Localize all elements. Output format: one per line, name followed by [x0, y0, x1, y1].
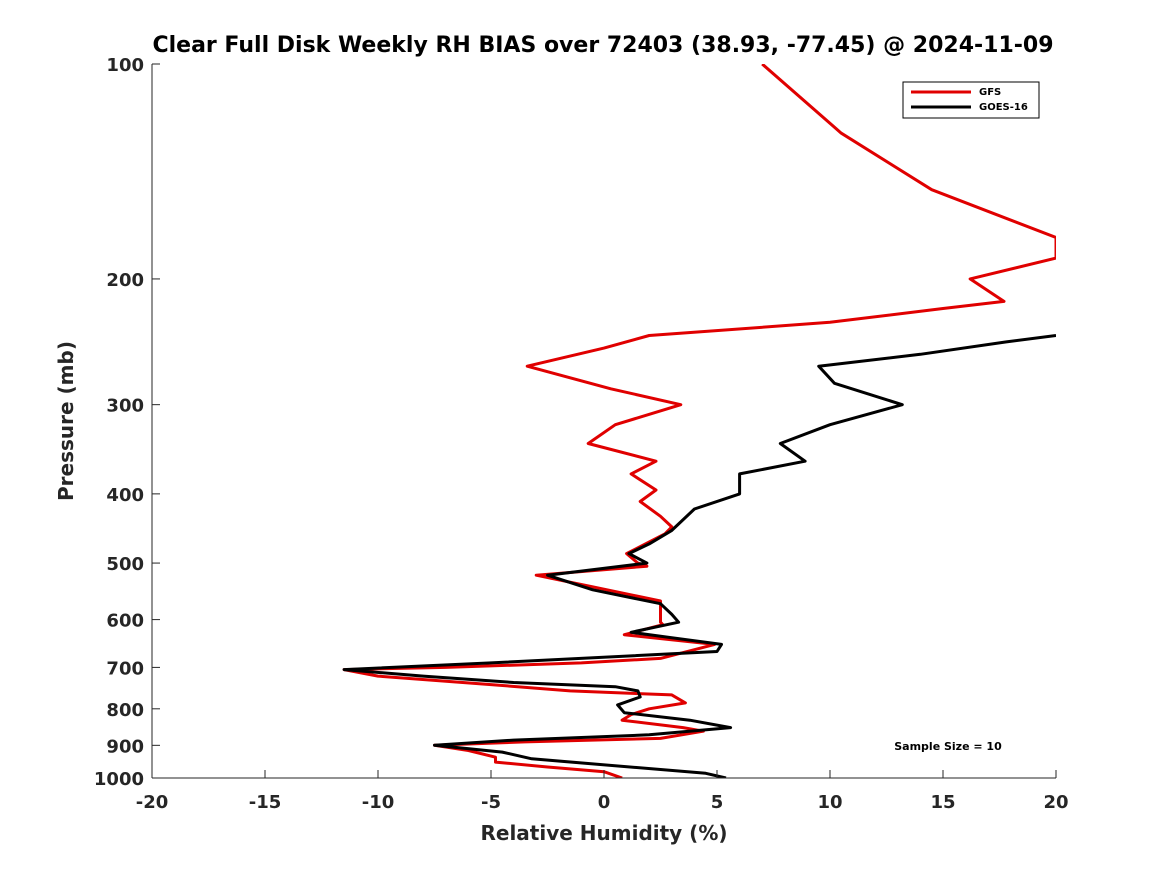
x-tick-label: -10 [362, 792, 395, 813]
x-axis-label: Relative Humidity (%) [480, 821, 727, 845]
y-ticks: 100 200 300 400 500 600 700 800 900 1000 [94, 55, 160, 790]
y-axis-label: Pressure (mb) [54, 341, 78, 501]
x-tick-label: -15 [249, 792, 282, 813]
y-tick-label: 100 [106, 55, 144, 76]
x-tick-label: 5 [711, 792, 724, 813]
y-tick-label: 1000 [94, 769, 144, 790]
x-tick-label: 20 [1043, 792, 1068, 813]
y-tick-label: 800 [106, 700, 144, 721]
y-tick-label: 500 [106, 554, 144, 575]
y-tick-label: 700 [106, 658, 144, 679]
x-tick-label: 0 [598, 792, 611, 813]
x-tick-label: -5 [481, 792, 501, 813]
legend-label-gfs: GFS [979, 87, 1001, 98]
y-tick-label: 200 [106, 270, 144, 291]
x-tick-label: -20 [136, 792, 169, 813]
series-line-goes16 [342, 334, 1056, 778]
x-tick-label: 15 [930, 792, 955, 813]
x-tick-label: 10 [817, 792, 842, 813]
y-tick-label: 300 [106, 396, 144, 417]
sample-size-annotation: Sample Size = 10 [894, 740, 1002, 753]
chart-title: Clear Full Disk Weekly RH BIAS over 7240… [152, 33, 1053, 58]
legend-label-goes16: GOES-16 [979, 102, 1028, 113]
legend-box [902, 81, 1040, 119]
legend: GFS GOES-16 [902, 81, 1040, 119]
y-tick-label: 900 [106, 736, 144, 757]
series-layer [342, 64, 1056, 778]
x-ticks: -20 -15 -10 -5 0 5 10 15 20 [136, 770, 1069, 813]
y-tick-label: 600 [106, 611, 144, 632]
y-tick-label: 400 [106, 485, 144, 506]
